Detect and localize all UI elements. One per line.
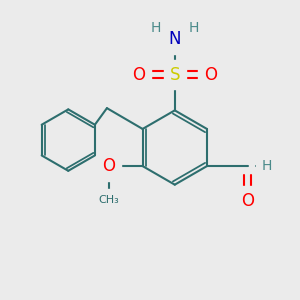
Text: O: O: [204, 66, 217, 84]
Text: H: H: [261, 159, 272, 173]
Text: O: O: [102, 157, 116, 175]
Text: H: H: [151, 21, 161, 35]
Text: O: O: [133, 66, 146, 84]
Text: N: N: [169, 30, 181, 48]
Text: CH₃: CH₃: [98, 195, 119, 205]
Text: H: H: [188, 21, 199, 35]
Text: O: O: [241, 192, 254, 210]
Text: S: S: [169, 66, 180, 84]
